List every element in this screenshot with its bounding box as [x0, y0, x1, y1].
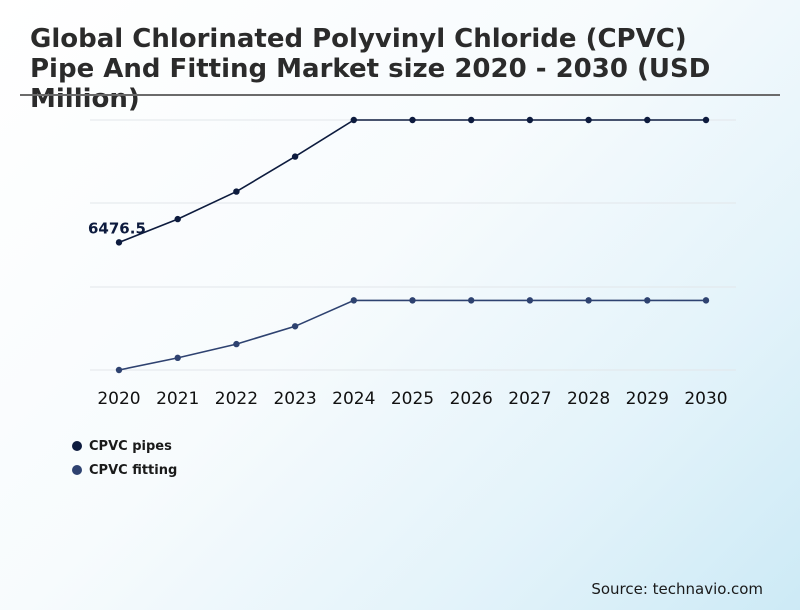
data-point-s0-9: [644, 116, 651, 124]
data-annotations: 6476.5: [88, 219, 146, 237]
x-axis-tick-labels: 2020 2021 2022 2023 2024 2025 2026 2027 2028 2029…: [97, 389, 727, 409]
data-point-s1-0: [115, 366, 123, 374]
legend-marker: [72, 441, 82, 451]
title-divider: [20, 94, 780, 96]
data-point-s0-4: [350, 116, 357, 124]
source-note: Source: technavio.com: [591, 580, 763, 598]
data-point-s0-6: [468, 116, 475, 124]
data-point-s1-6: [468, 297, 475, 304]
series-line-0: [118, 119, 706, 244]
x-tick-label: 2023: [273, 389, 316, 409]
x-tick-label: 2021: [156, 389, 199, 409]
data-point-s0-1: [174, 215, 181, 223]
x-tick-label: 2025: [391, 389, 434, 409]
x-tick-label: 2026: [450, 389, 493, 409]
legend-label: CPVC fitting: [89, 462, 178, 478]
data-label: 6476.5: [88, 219, 146, 237]
data-point-s1-9: [644, 297, 651, 304]
data-point-s0-10: [702, 116, 710, 124]
grid-lines: [90, 119, 736, 371]
data-point-s1-4: [350, 297, 357, 304]
data-point-s1-10: [702, 297, 710, 304]
x-tick-label: 2030: [684, 389, 727, 409]
x-tick-label: 2029: [626, 389, 669, 409]
x-tick-label: 2022: [215, 389, 258, 409]
x-tick-label: 2028: [567, 389, 610, 409]
legend-item-1: CPVC fitting: [72, 458, 177, 482]
chart-title: Global Chlorinated Polyvinyl Chloride (C…: [30, 24, 711, 114]
series-line-1: [118, 299, 706, 371]
legend: CPVC pipes CPVC fitting: [72, 434, 177, 482]
data-point-s0-5: [409, 116, 416, 124]
x-tick-label: 2024: [332, 389, 375, 409]
data-points: [115, 116, 710, 374]
legend-label: CPVC pipes: [89, 438, 172, 454]
x-tick-label: 2027: [508, 389, 551, 409]
legend-marker: [72, 465, 82, 475]
x-tick-label: 2020: [97, 389, 140, 409]
data-point-s0-2: [233, 188, 240, 195]
data-point-s1-2: [233, 340, 240, 348]
data-point-s0-3: [291, 153, 299, 160]
data-point-s1-5: [409, 297, 416, 304]
series-lines: [118, 119, 706, 371]
data-point-s0-7: [526, 116, 534, 124]
legend-item-0: CPVC pipes: [72, 434, 177, 458]
data-point-s1-8: [585, 297, 592, 304]
data-point-s1-3: [291, 323, 299, 330]
data-point-s0-0: [115, 239, 123, 246]
data-point-s1-1: [174, 354, 181, 362]
data-point-s1-7: [526, 297, 534, 304]
data-point-s0-8: [585, 116, 592, 124]
